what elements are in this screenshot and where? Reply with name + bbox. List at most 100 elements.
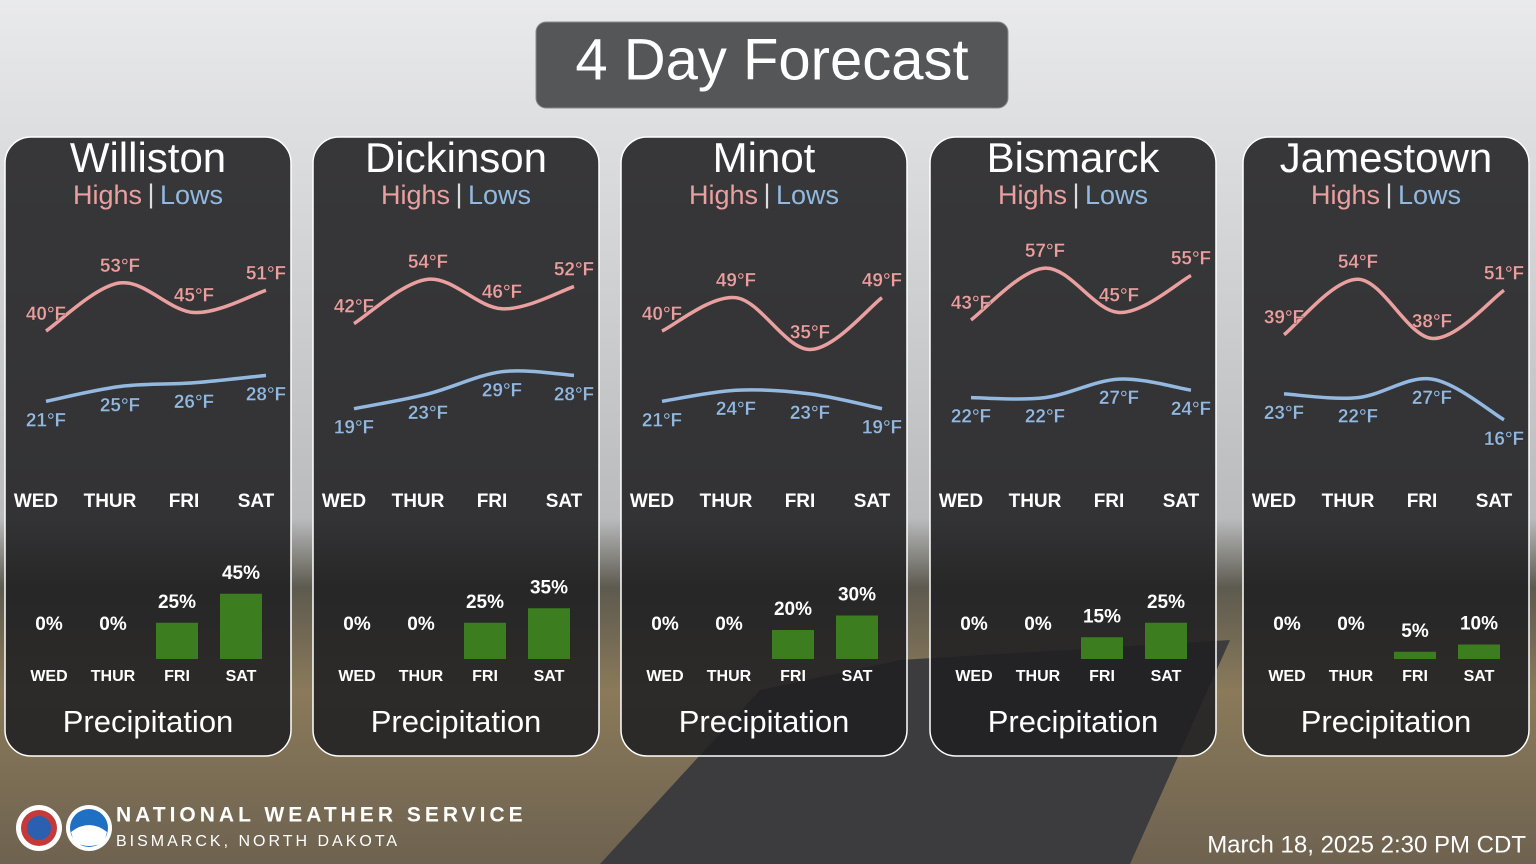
highs-label: 46°F — [482, 282, 522, 303]
lows-label: 27°F — [1099, 388, 1139, 409]
lows-legend: Lows — [1085, 180, 1148, 210]
day-label: FRI — [1407, 491, 1438, 512]
city-name: Jamestown — [1280, 134, 1492, 181]
highs-label: 39°F — [1264, 308, 1304, 329]
precip-label: 0% — [715, 614, 743, 635]
highs-curve — [45, 281, 267, 333]
day-label: WED — [630, 491, 674, 512]
precip-day-label: WED — [1268, 668, 1305, 685]
precip-day-label: THUR — [1016, 668, 1061, 685]
org-name: NATIONAL WEATHER SERVICE — [116, 804, 527, 827]
precip-bar — [772, 630, 814, 659]
precip-day-label: SAT — [1464, 668, 1495, 685]
day-label: THUR — [700, 491, 753, 512]
precip-bar — [220, 593, 262, 659]
highs-label: 42°F — [334, 297, 374, 318]
precip-title: Precipitation — [679, 704, 850, 739]
precip-day-label: WED — [646, 668, 683, 685]
lows-label: 23°F — [790, 403, 830, 424]
lows-label: 23°F — [1264, 403, 1304, 424]
highs-curve — [969, 266, 1192, 322]
highs-curve — [1282, 277, 1506, 341]
highs-label: 51°F — [1484, 263, 1524, 284]
lows-legend: Lows — [776, 180, 839, 210]
precip-label: 0% — [407, 614, 435, 635]
lows-legend: Lows — [1398, 180, 1461, 210]
precip-day-label: FRI — [1402, 668, 1428, 685]
precip-day-label: SAT — [842, 668, 873, 685]
day-label: WED — [1252, 491, 1296, 512]
precip-label: 0% — [35, 614, 63, 635]
precip-day-label: THUR — [399, 668, 444, 685]
precip-day-label: FRI — [780, 668, 806, 685]
lows-label: 21°F — [642, 410, 682, 431]
precip-label: 0% — [99, 614, 127, 635]
lows-label: 22°F — [951, 407, 991, 428]
precip-bar — [1145, 622, 1187, 659]
highs-legend: Highs — [689, 180, 758, 210]
day-label: WED — [939, 491, 983, 512]
day-label: SAT — [1476, 491, 1513, 512]
highs-label: 45°F — [174, 286, 214, 307]
panel-box — [4, 136, 292, 757]
precip-label: 0% — [1273, 614, 1301, 635]
city-name: Minot — [713, 134, 816, 181]
highs-label: 51°F — [246, 263, 286, 284]
lows-label: 28°F — [246, 384, 286, 405]
precip-bar — [464, 622, 506, 659]
precip-label: 30% — [838, 585, 876, 606]
day-label: FRI — [169, 491, 200, 512]
precip-label: 20% — [774, 599, 812, 620]
legend-separator: | — [1385, 179, 1392, 209]
highs-label: 45°F — [1099, 286, 1139, 307]
panel-box — [929, 136, 1217, 757]
precip-day-label: FRI — [1089, 668, 1115, 685]
precip-label: 5% — [1401, 621, 1429, 642]
precip-label: 10% — [1460, 614, 1498, 635]
lows-label: 27°F — [1412, 388, 1452, 409]
precip-day-label: FRI — [472, 668, 498, 685]
lows-label: 19°F — [862, 418, 902, 439]
precip-label: 0% — [1337, 614, 1365, 635]
highs-curve — [661, 295, 884, 352]
day-label: FRI — [785, 491, 816, 512]
day-label: THUR — [1009, 491, 1062, 512]
office-name: BISMARCK, NORTH DAKOTA — [116, 833, 400, 850]
lows-label: 24°F — [1171, 399, 1211, 420]
day-label: WED — [14, 491, 58, 512]
lows-label: 26°F — [174, 392, 214, 413]
legend-separator: | — [1072, 179, 1079, 209]
precip-bar — [156, 622, 198, 659]
timestamp: March 18, 2025 2:30 PM CDT — [1207, 831, 1526, 858]
precip-day-label: FRI — [164, 668, 190, 685]
lows-label: 16°F — [1484, 429, 1524, 450]
precip-day-label: THUR — [707, 668, 752, 685]
highs-label: 40°F — [642, 304, 682, 325]
day-label: SAT — [1163, 491, 1200, 512]
precip-day-label: SAT — [1151, 668, 1182, 685]
precip-bar — [528, 608, 570, 659]
lows-curve — [353, 369, 575, 411]
precip-day-label: WED — [338, 668, 375, 685]
lows-label: 24°F — [716, 399, 756, 420]
precip-title: Precipitation — [371, 704, 542, 739]
day-label: THUR — [84, 491, 137, 512]
lows-legend: Lows — [160, 180, 223, 210]
precip-bar — [1394, 651, 1436, 659]
highs-label: 52°F — [554, 260, 594, 281]
precip-label: 25% — [158, 592, 196, 613]
lows-label: 28°F — [554, 384, 594, 405]
highs-label: 49°F — [716, 271, 756, 292]
city-name: Dickinson — [365, 134, 547, 181]
precip-label: 0% — [651, 614, 679, 635]
lows-curve — [661, 388, 883, 411]
panel-box — [620, 136, 908, 757]
panel-box — [312, 136, 600, 757]
day-label: THUR — [1322, 491, 1375, 512]
precip-day-label: THUR — [91, 668, 136, 685]
precip-title: Precipitation — [988, 704, 1159, 739]
highs-legend: Highs — [1311, 180, 1380, 210]
